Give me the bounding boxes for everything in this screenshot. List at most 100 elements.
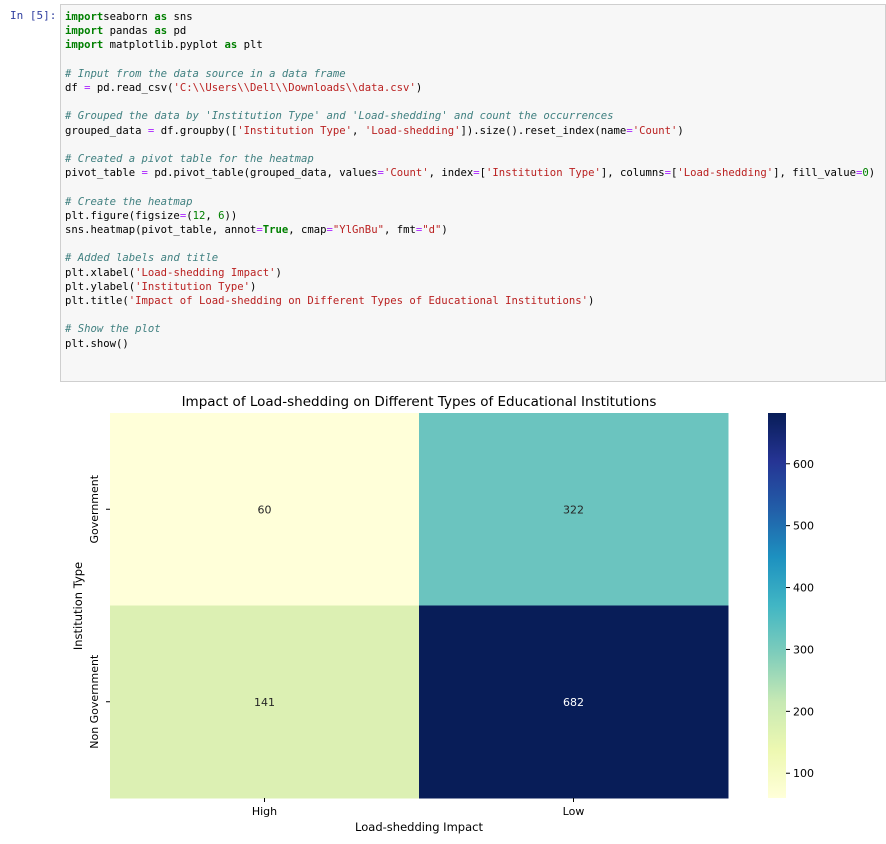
code-line: # Grouped the data by 'Institution Type'… <box>65 109 875 123</box>
code-token: 12 <box>192 209 206 222</box>
code-token: = <box>141 167 148 180</box>
code-token: , <box>205 209 219 222</box>
heatmap-cell <box>419 413 729 606</box>
code-line <box>65 237 875 251</box>
code-token: # Show the plot <box>65 323 161 336</box>
code-token: , index <box>428 167 474 180</box>
code-line <box>65 180 875 194</box>
code-token: # Input from the data source in a data f… <box>65 67 346 80</box>
code-line: import pandas as pd <box>65 24 875 38</box>
y-axis-label: Institution Type <box>71 562 85 650</box>
code-token: = <box>626 124 633 137</box>
code-token: = <box>664 167 672 180</box>
heatmap-chart: Impact of Load-shedding on Different Typ… <box>71 394 814 834</box>
code-token: # Grouped the data by 'Institution Type'… <box>65 110 614 123</box>
y-tick-label: Non Government <box>88 654 101 749</box>
code-line: plt.figure(figsize=(12, 6)) <box>65 209 875 223</box>
code-token: 'Count' <box>632 124 678 137</box>
code-line: # Created a pivot table for the heatmap <box>65 152 875 166</box>
code-cell-input[interactable]: importseaborn as sns import pandas as pd i… <box>60 4 886 382</box>
code-line: sns.heatmap(pivot_table, annot=True, cma… <box>65 223 875 237</box>
code-token: 'Count' <box>383 167 429 180</box>
heatmap-cell <box>110 605 420 799</box>
code-token: = <box>326 224 333 237</box>
code-token: plt <box>237 39 263 52</box>
code-token: ], columns <box>600 167 665 180</box>
code-line: # Show the plot <box>65 322 875 336</box>
code-line: plt.show() <box>65 337 875 351</box>
cell-annotation: 141 <box>254 696 275 709</box>
cell-output: Impact of Load-shedding on Different Typ… <box>0 384 886 840</box>
code-token: 'Load-shedding' <box>364 124 461 137</box>
code-token: sns <box>167 11 193 23</box>
colorbar-tick-label: 300 <box>793 643 814 656</box>
code-token: , cmap <box>288 224 327 237</box>
cell-prompt: In [5]: <box>10 9 57 22</box>
code-line <box>65 138 875 152</box>
code-token: 'Load-shedding Impact' <box>135 266 276 279</box>
heatmap-cell <box>110 413 420 606</box>
code-token: = <box>179 209 187 222</box>
code-token: # Create the heatmap <box>65 195 193 208</box>
code-token: 'Institution Type' <box>486 167 601 180</box>
code-token: 0 <box>862 167 869 180</box>
code-token: [ <box>479 167 487 180</box>
code-line: grouped_data = df.groupby(['Institution … <box>65 124 875 138</box>
cell-annotation: 322 <box>563 503 584 516</box>
code-token: ) <box>415 82 423 95</box>
code-line: pivot_table = pd.pivot_table(grouped_dat… <box>65 166 875 180</box>
code-token: = <box>415 224 423 237</box>
code-token: # Created a pivot table for the heatmap <box>65 153 314 166</box>
colorbar-tick-label: 100 <box>793 767 814 780</box>
code-token: 'Institution Type' <box>135 280 250 293</box>
code-line: # Create the heatmap <box>65 195 875 209</box>
code-token: , fmt <box>383 224 416 237</box>
y-axis-ticks: Government Non Government <box>88 474 110 749</box>
code-token: pd.pivot_table(grouped_data, values <box>147 167 378 180</box>
code-token: pd.read_csv( <box>90 82 174 95</box>
x-axis-label: Load-shedding Impact <box>355 820 483 834</box>
code-token: ], fill_value <box>773 167 856 180</box>
code-token: pandas <box>103 25 155 38</box>
code-token: , <box>352 124 365 137</box>
code-token: plt.show() <box>65 337 129 350</box>
code-line: # Added labels and title <box>65 251 875 265</box>
code-line <box>65 95 875 109</box>
chart-title: Impact of Load-shedding on Different Typ… <box>182 394 657 410</box>
code-token: seaborn <box>103 11 155 23</box>
colorbar-tick-label: 200 <box>793 705 814 718</box>
code-token: import <box>65 39 104 52</box>
code-token: matplotlib.pyplot <box>103 39 225 52</box>
code-token: plt.title( <box>65 295 129 308</box>
code-token: as <box>154 25 168 38</box>
code-token: [ <box>671 167 678 180</box>
x-tick-label: Low <box>563 805 585 818</box>
code-token: ]).size().reset_index(name <box>460 124 627 137</box>
code-token: ) <box>275 266 282 279</box>
colorbar-tick-label: 500 <box>793 520 814 533</box>
colorbar-tick-label: 600 <box>793 458 814 471</box>
code-token: "d" <box>422 224 442 237</box>
code-token: ) <box>868 167 876 180</box>
heatmap-cell <box>419 605 729 799</box>
code-token: = <box>856 167 863 180</box>
code-token: = <box>256 224 263 237</box>
heatmap-cells <box>110 413 729 799</box>
code-token: 'Impact of Load-shedding on Different Ty… <box>128 295 588 308</box>
code-line: importseaborn as sns <box>65 10 875 24</box>
code-token: )) <box>224 209 238 222</box>
code-token: grouped_data <box>65 124 148 137</box>
code-token: 'Load-shedding' <box>677 167 774 180</box>
code-token: ( <box>186 209 193 222</box>
x-axis-ticks: High Low <box>252 798 584 818</box>
code-token: df.groupby([ <box>154 124 238 137</box>
code-editor[interactable]: importseaborn as sns import pandas as pd i… <box>65 10 875 351</box>
code-token: ) <box>677 124 684 137</box>
code-token: plt.xlabel( <box>65 266 136 279</box>
heatmap-annotations: 60 322 141 682 <box>254 503 584 709</box>
code-token: as <box>224 39 238 52</box>
code-token: = <box>473 167 480 180</box>
code-line: # Input from the data source in a data f… <box>65 67 875 81</box>
code-token: plt.figure(figsize <box>65 209 180 222</box>
code-token: import <box>65 11 104 23</box>
